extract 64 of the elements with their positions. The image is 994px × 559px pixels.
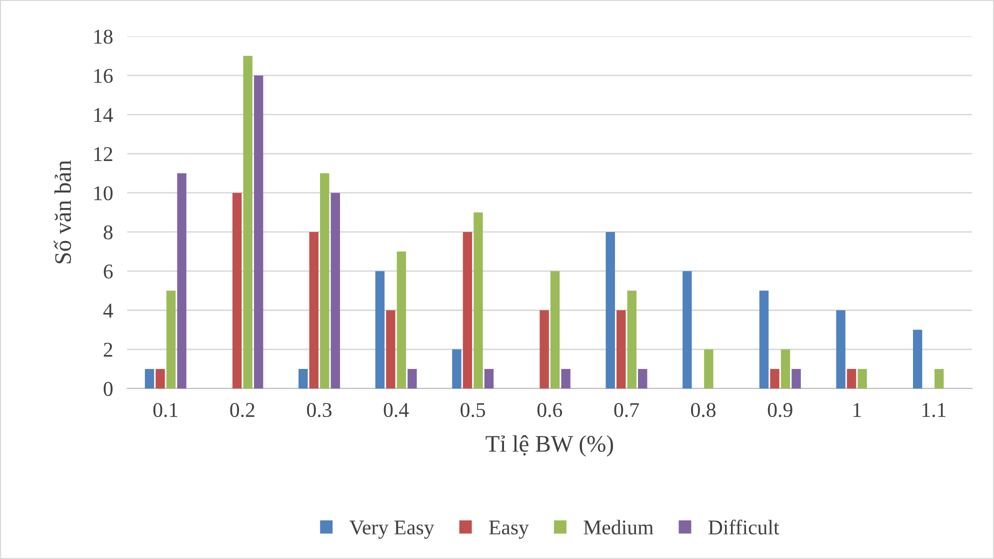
x-tick-label: 1 — [854, 403, 861, 417]
y-tick-label: 2 — [104, 342, 112, 357]
x-axis-title: Tỉ lệ BW (%) — [486, 435, 614, 457]
bar — [704, 349, 714, 389]
x-tick-label: 0.3 — [307, 402, 332, 418]
bar — [759, 290, 769, 389]
bar — [792, 368, 801, 389]
legend-label: Very Easy — [350, 520, 434, 539]
bar — [298, 368, 308, 389]
bar — [616, 310, 626, 389]
y-tick-label: 14 — [94, 108, 114, 122]
bar — [462, 232, 472, 389]
bar — [627, 290, 636, 389]
bar — [474, 212, 483, 389]
bar — [912, 330, 922, 389]
y-tick-label: 10 — [94, 186, 113, 200]
legend-label: Medium — [584, 520, 654, 535]
bar — [375, 271, 385, 389]
bar — [540, 310, 549, 389]
bar — [606, 232, 615, 389]
bar — [780, 349, 790, 389]
bar — [846, 368, 856, 389]
bar — [166, 290, 176, 389]
legend-label: Easy — [489, 520, 529, 539]
legend-label: Difficult — [708, 520, 780, 535]
bar — [550, 271, 560, 389]
bar — [638, 368, 648, 389]
bar — [396, 252, 406, 389]
y-tick-label: 6 — [104, 264, 113, 279]
bar — [770, 368, 780, 389]
x-tick-label: 0.5 — [460, 402, 486, 418]
x-tick-label: 0.9 — [768, 402, 792, 418]
bar — [484, 368, 494, 389]
bar — [934, 368, 944, 389]
bar — [682, 271, 692, 389]
bar — [177, 173, 186, 389]
x-tick-label: 0.7 — [614, 402, 639, 418]
x-tick-label: 0.4 — [384, 402, 409, 418]
bar — [309, 232, 318, 389]
bar — [858, 368, 867, 389]
bar — [561, 368, 570, 389]
y-tick-label: 16 — [94, 68, 113, 83]
bar — [408, 368, 417, 389]
y-tick-label: 8 — [104, 225, 113, 240]
x-tick-label: 0.1 — [153, 402, 178, 418]
bar — [386, 310, 396, 389]
bar — [452, 349, 462, 389]
x-tick-label: 0.6 — [537, 402, 562, 418]
y-tick-label: 4 — [103, 304, 114, 318]
bar — [330, 192, 340, 389]
bar — [254, 75, 264, 389]
y-axis-title: Số văn bản — [54, 160, 72, 264]
x-tick-label: 0.8 — [691, 402, 716, 418]
bar — [232, 192, 242, 389]
y-tick-label: 18 — [94, 30, 113, 44]
y-tick-label: 12 — [94, 147, 112, 161]
bar — [243, 56, 252, 389]
bar — [156, 368, 165, 389]
x-tick-label: 0.2 — [230, 402, 254, 418]
bar — [320, 173, 330, 389]
bar — [836, 310, 846, 389]
bar — [144, 368, 154, 389]
x-tick-label: 1.1 — [922, 403, 946, 418]
y-tick-label: 0 — [104, 382, 113, 396]
